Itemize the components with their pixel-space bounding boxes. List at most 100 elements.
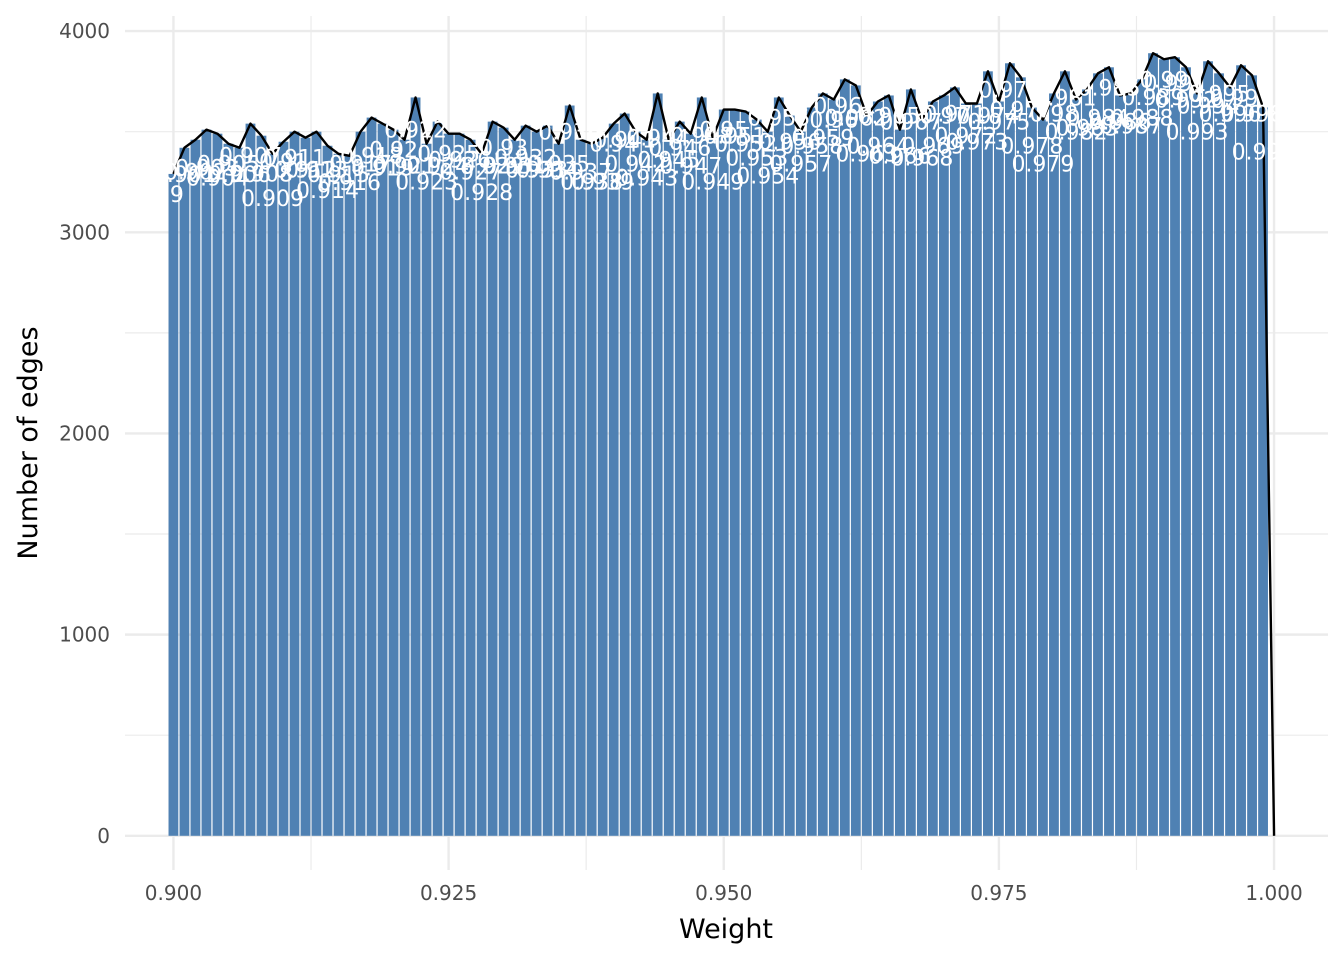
bar-value-label: 0.937 bbox=[549, 161, 612, 186]
x-axis-title: Weight bbox=[679, 914, 773, 945]
y-tick-label: 0 bbox=[97, 824, 110, 848]
bar bbox=[619, 113, 630, 836]
bar bbox=[575, 139, 586, 836]
bar-value-label: 0.921 bbox=[373, 155, 436, 180]
bar-value-label: 0.914 bbox=[296, 179, 359, 204]
bar-value-label: 0.989 bbox=[1122, 86, 1185, 111]
bar bbox=[1038, 119, 1048, 836]
bar-value-label: 0.916 bbox=[318, 171, 381, 196]
bar bbox=[773, 97, 784, 836]
bar bbox=[1071, 99, 1081, 836]
bar bbox=[1115, 95, 1125, 836]
bar-value-label: 0.911 bbox=[263, 147, 326, 172]
bar bbox=[685, 133, 696, 836]
bar-value-label: 0.904 bbox=[186, 167, 249, 192]
bar-value-label: 0.913 bbox=[285, 159, 348, 184]
bar-value-label: 0.947 bbox=[659, 155, 722, 180]
bar bbox=[916, 119, 927, 836]
bar bbox=[311, 131, 322, 836]
bar-value-label: 0.918 bbox=[340, 145, 403, 170]
bar bbox=[696, 97, 707, 836]
bar-value-label: 0.955 bbox=[747, 106, 810, 131]
bar-value-label: 0.97 bbox=[919, 104, 968, 129]
bar-value-label: 0.962 bbox=[824, 106, 887, 131]
bar bbox=[256, 135, 267, 836]
bar bbox=[234, 147, 245, 836]
bar bbox=[300, 137, 311, 836]
bar-value-label: 0.915 bbox=[307, 163, 370, 188]
bar bbox=[1060, 71, 1070, 836]
y-tick-label: 1000 bbox=[59, 623, 110, 647]
bar-value-label: 0.992 bbox=[1155, 88, 1218, 113]
bar bbox=[1137, 79, 1147, 836]
bar-labels: .90.9010.9020.9030.9040.9050.9060.9070.9… bbox=[153, 68, 1295, 212]
bar-value-label: .9 bbox=[163, 183, 184, 208]
bar-value-label: 0.986 bbox=[1088, 110, 1151, 135]
bar bbox=[1181, 67, 1191, 836]
bar-value-label: 0.979 bbox=[1011, 153, 1074, 178]
bar bbox=[1148, 53, 1158, 836]
bar bbox=[355, 131, 366, 836]
bar bbox=[894, 129, 905, 836]
bar bbox=[168, 173, 179, 836]
bar bbox=[377, 123, 388, 836]
bar bbox=[652, 93, 663, 836]
bar-value-label: 0.981 bbox=[1033, 86, 1096, 111]
bar-value-label: 0.941 bbox=[593, 129, 656, 154]
bar-value-label: 0.905 bbox=[197, 153, 260, 178]
y-tick-label: 2000 bbox=[59, 421, 110, 445]
bar bbox=[410, 97, 421, 836]
x-axis-ticks: 0.900 0.925 0.950 0.975 1.000 bbox=[145, 881, 1303, 905]
bar-value-label: 0.939 bbox=[571, 171, 634, 196]
outline-polyline bbox=[172, 52, 1276, 836]
bar bbox=[751, 119, 762, 836]
bar bbox=[729, 109, 740, 836]
bar-value-label: 0.943 bbox=[615, 167, 678, 192]
bar-value-label: 0.902 bbox=[164, 161, 227, 186]
bar-value-label: 0.972 bbox=[934, 125, 997, 150]
bar-value-label: 0.982 bbox=[1044, 120, 1107, 145]
bar-value-label: 0.98 bbox=[1029, 102, 1078, 127]
bar-value-label: 0.908 bbox=[230, 163, 293, 188]
bar-value-label: 0.994 bbox=[1177, 94, 1240, 119]
bar-value-label: 0.93 bbox=[479, 137, 528, 162]
bar-value-label: 0.95 bbox=[699, 119, 748, 144]
bar bbox=[1005, 63, 1015, 836]
bar bbox=[641, 139, 652, 836]
bar bbox=[1258, 107, 1268, 836]
bar bbox=[1126, 93, 1136, 836]
bar-value-label: 0.932 bbox=[494, 147, 557, 172]
bar-value-label: 0.936 bbox=[538, 121, 601, 146]
bar-value-label: 0.933 bbox=[505, 159, 568, 184]
bar bbox=[487, 121, 498, 836]
bar-value-label: 0.974 bbox=[956, 104, 1019, 129]
bar-value-label: 0.971 bbox=[923, 102, 986, 127]
bar-value-label: 0.945 bbox=[637, 149, 700, 174]
outline-line bbox=[172, 52, 1276, 836]
bar-value-label: 0.938 bbox=[560, 171, 623, 196]
bar-value-label: 0.969 bbox=[901, 135, 964, 160]
bar bbox=[223, 143, 234, 836]
bar bbox=[388, 129, 399, 836]
bar bbox=[443, 133, 454, 836]
y-axis-ticks: 0 1000 2000 3000 4000 bbox=[59, 19, 110, 848]
bar bbox=[278, 141, 289, 836]
bar bbox=[498, 127, 509, 836]
bar-value-label: 0.961 bbox=[813, 94, 876, 119]
bar bbox=[861, 115, 872, 836]
bar bbox=[883, 95, 894, 836]
bar bbox=[333, 153, 344, 836]
bar-value-label: 0.934 bbox=[516, 159, 579, 184]
bar bbox=[817, 93, 828, 836]
bar bbox=[740, 111, 751, 836]
bar-value-label: 0.993 bbox=[1166, 120, 1229, 145]
bar bbox=[850, 85, 861, 836]
bar-value-label: 0.94 bbox=[589, 133, 638, 158]
bar bbox=[212, 133, 223, 836]
bar bbox=[245, 123, 256, 836]
bar-value-label: 0.903 bbox=[175, 157, 238, 182]
bar-value-label: 0.991 bbox=[1144, 72, 1207, 97]
bar bbox=[872, 101, 883, 836]
bar-value-label: 0.957 bbox=[769, 153, 832, 178]
